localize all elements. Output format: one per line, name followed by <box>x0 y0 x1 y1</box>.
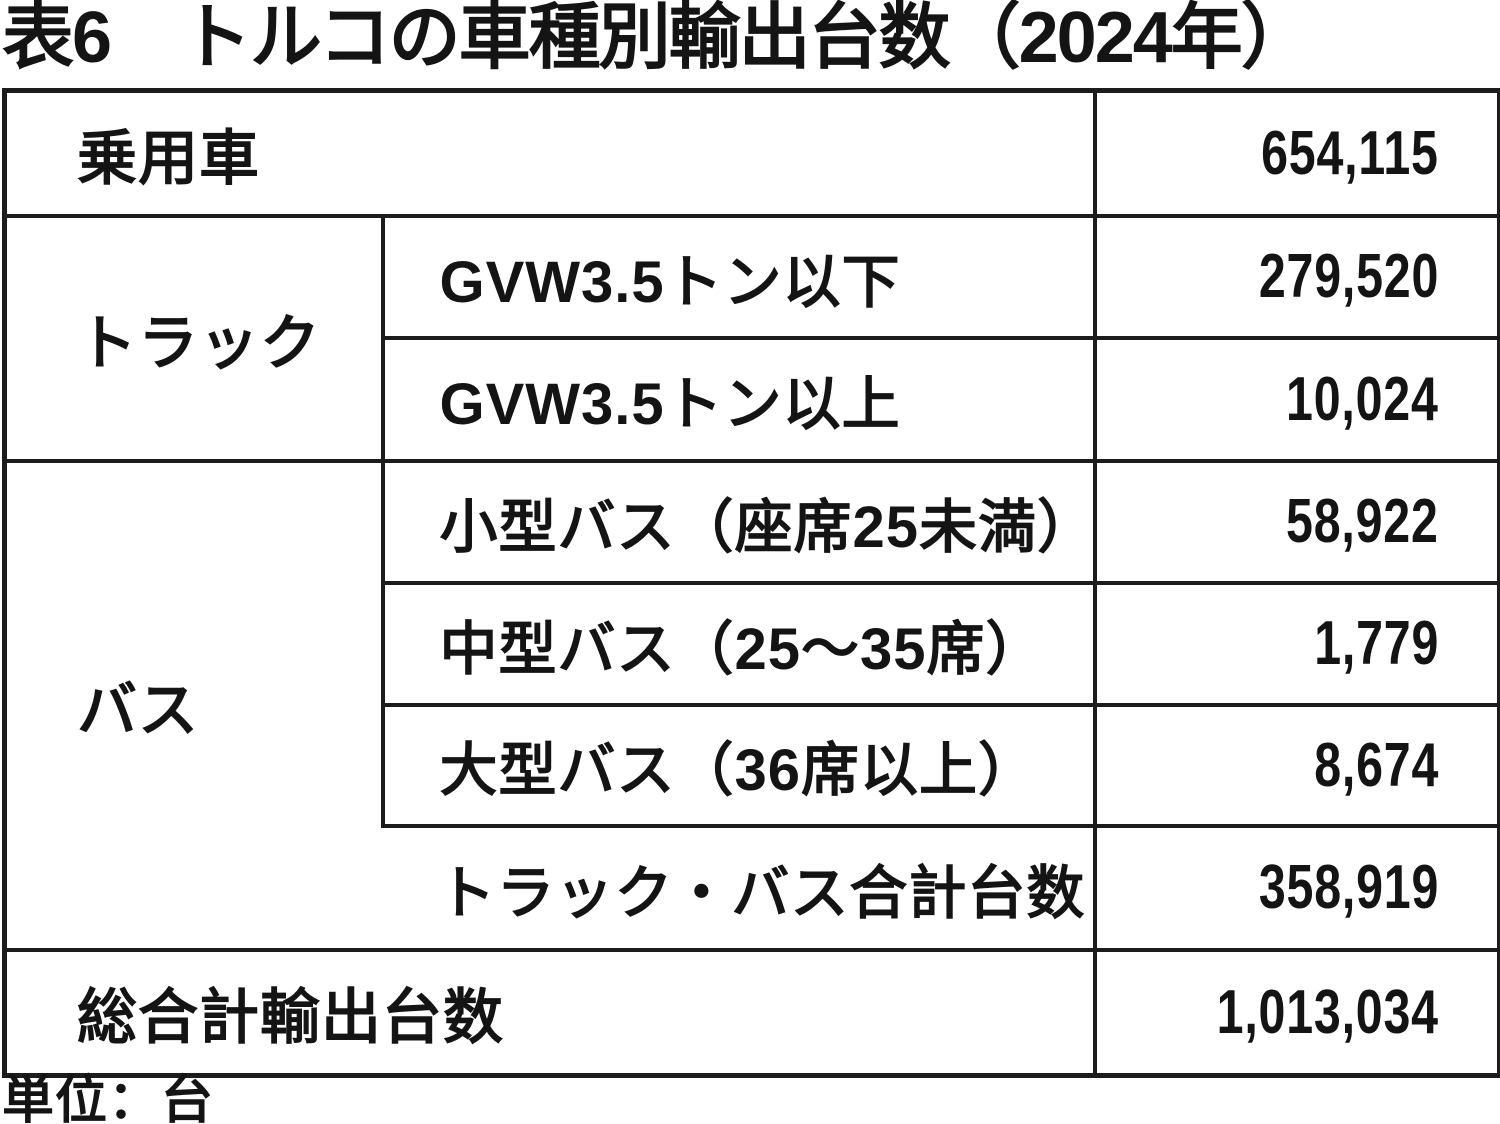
value-gvw-over-3-5t: 10,024 <box>1286 364 1439 434</box>
row-grand-total: 総合計輸出台数 1,013,034 <box>2 947 1500 1078</box>
vehicle-export-table: 乗用車 654,115 トラック GVW3.5トン以下 279,520 GVW3… <box>2 88 1500 1078</box>
value-cell-gvw-under-3-5t: 279,520 <box>1092 213 1500 340</box>
row-large-bus: 大型バス（36席以上） 8,674 <box>5 702 1500 828</box>
row-truck-gvw-over: GVW3.5トン以上 10,024 <box>5 335 1500 463</box>
value-cell-gvw-over-3-5t: 10,024 <box>1092 335 1500 463</box>
value-cell-passenger-cars: 654,115 <box>1092 88 1500 218</box>
value-truck-bus-total: 358,919 <box>1258 853 1439 922</box>
label-grand-total: 総合計輸出台数 <box>2 947 1097 1078</box>
value-gvw-under-3-5t: 279,520 <box>1258 242 1439 311</box>
subcategory-small-bus: 小型バス（座席25未満） <box>380 458 1097 585</box>
label-truck-bus-total: トラック・バス合計台数 <box>382 823 1097 952</box>
unit-note: 単位：台 <box>2 1072 215 1124</box>
row-passenger-cars: 乗用車 654,115 <box>2 88 1500 218</box>
category-trucks: トラック <box>2 213 385 463</box>
value-cell-small-bus: 58,922 <box>1092 458 1500 585</box>
category-passenger-cars: 乗用車 <box>2 88 1097 218</box>
row-truck-bus-total: トラック・バス合計台数 358,919 <box>5 823 1500 952</box>
value-medium-bus: 1,779 <box>1314 609 1439 678</box>
value-large-bus: 8,674 <box>1314 730 1439 800</box>
row-small-bus: バス 小型バス（座席25未満） 58,922 <box>2 458 1500 952</box>
subcategory-large-bus: 大型バス（36席以上） <box>380 702 1097 828</box>
row-medium-bus: 中型バス（25〜35席） 1,779 <box>5 580 1500 707</box>
subcategory-gvw-over-3-5t: GVW3.5トン以上 <box>380 335 1097 463</box>
subcategory-medium-bus: 中型バス（25〜35席） <box>380 580 1097 707</box>
value-grand-total: 1,013,034 <box>1216 977 1439 1047</box>
subcategory-gvw-under-3-5t: GVW3.5トン以下 <box>380 213 1097 340</box>
value-cell-large-bus: 8,674 <box>1092 702 1500 828</box>
value-cell-medium-bus: 1,779 <box>1092 580 1500 707</box>
table-title: 表6 トルコの車種別輸出台数（2024年） <box>2 0 1313 78</box>
value-passenger-cars: 654,115 <box>1261 118 1439 188</box>
row-truck-gvw-under: トラック GVW3.5トン以下 279,520 <box>2 213 1500 463</box>
value-cell-grand-total: 1,013,034 <box>1092 947 1500 1078</box>
value-small-bus: 58,922 <box>1286 487 1439 556</box>
value-cell-truck-bus-total: 358,919 <box>1092 823 1500 952</box>
category-buses: バス <box>2 458 383 952</box>
